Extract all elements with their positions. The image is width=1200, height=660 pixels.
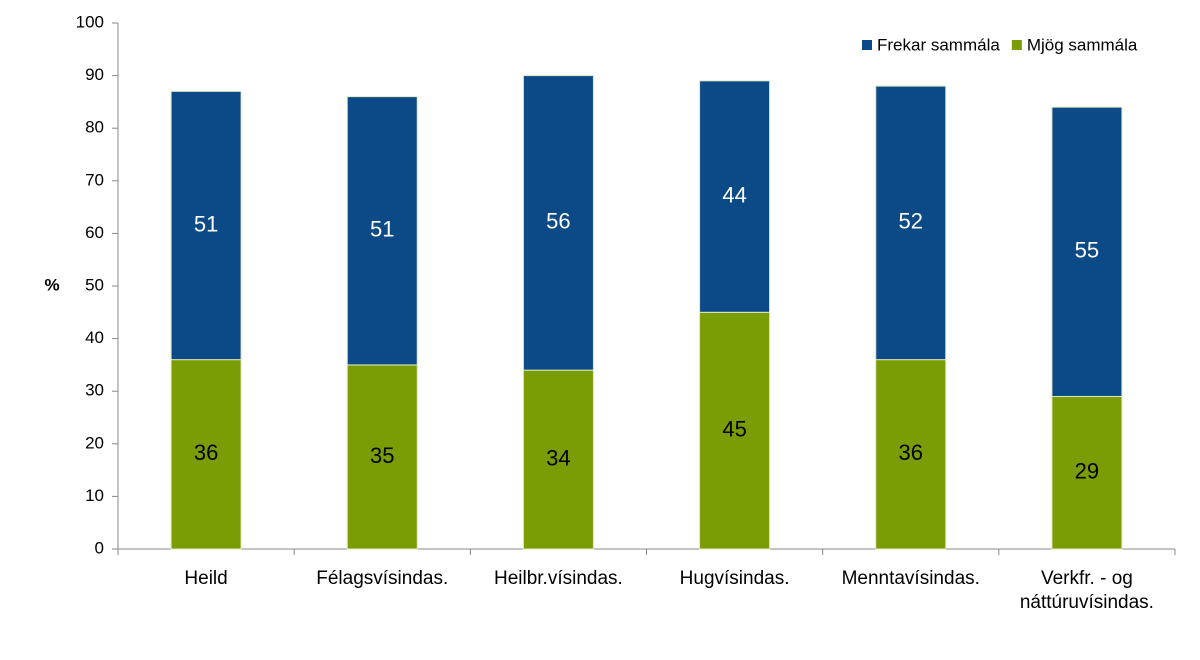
bar-segment	[170, 359, 242, 550]
value-label: 29	[1075, 459, 1099, 484]
value-label: 36	[899, 440, 923, 465]
value-label: 55	[1075, 238, 1099, 263]
value-label: 35	[370, 443, 394, 468]
y-tick-label: 10	[85, 486, 104, 505]
x-tick-label: Menntavísindas.	[841, 568, 980, 589]
y-tick-label: 20	[85, 433, 104, 452]
legend-swatch	[862, 40, 872, 50]
bar-segment	[875, 359, 947, 550]
y-tick-label: 60	[85, 223, 104, 242]
y-tick-label: 0	[95, 538, 104, 557]
bar-segment	[1051, 395, 1123, 550]
y-tick-label: 70	[85, 170, 104, 189]
y-tick-label: 80	[85, 118, 104, 137]
value-label: 45	[722, 416, 746, 441]
y-tick-label: 40	[85, 328, 104, 347]
x-tick-label: Verkfr. - og náttúruvísindas.	[1019, 568, 1154, 613]
x-tick-label: Hugvísindas.	[679, 568, 790, 589]
value-label: 56	[546, 209, 570, 234]
value-label: 34	[546, 445, 570, 470]
value-label: 51	[370, 217, 394, 242]
value-label: 44	[722, 182, 746, 207]
bar-segment	[1051, 106, 1123, 397]
bar-segment	[699, 80, 771, 313]
legend-label: Frekar sammála	[877, 35, 1000, 54]
y-axis-label: %	[44, 275, 59, 294]
value-label: 36	[194, 440, 218, 465]
bar-segment	[346, 364, 418, 550]
x-tick-label: Félagsvísindas.	[316, 568, 449, 589]
x-tick-label: Heild	[184, 568, 228, 589]
x-tick-label: Heilbr.vísindas.	[493, 568, 623, 589]
value-label: 51	[194, 211, 218, 236]
legend-label: Mjög sammála	[1027, 35, 1138, 54]
value-label: 52	[899, 209, 923, 234]
y-tick-label: 90	[85, 65, 104, 84]
legend-swatch	[1011, 40, 1022, 50]
bar-segment	[699, 311, 771, 550]
bar-segment	[346, 96, 418, 366]
y-tick-label: 50	[85, 275, 104, 294]
bar-segment	[522, 75, 594, 371]
bar-segment	[875, 85, 947, 361]
bar-segment	[170, 90, 242, 361]
y-tick-label: 30	[85, 381, 104, 400]
y-tick-label: 100	[76, 12, 104, 31]
bar-segment	[522, 369, 594, 550]
